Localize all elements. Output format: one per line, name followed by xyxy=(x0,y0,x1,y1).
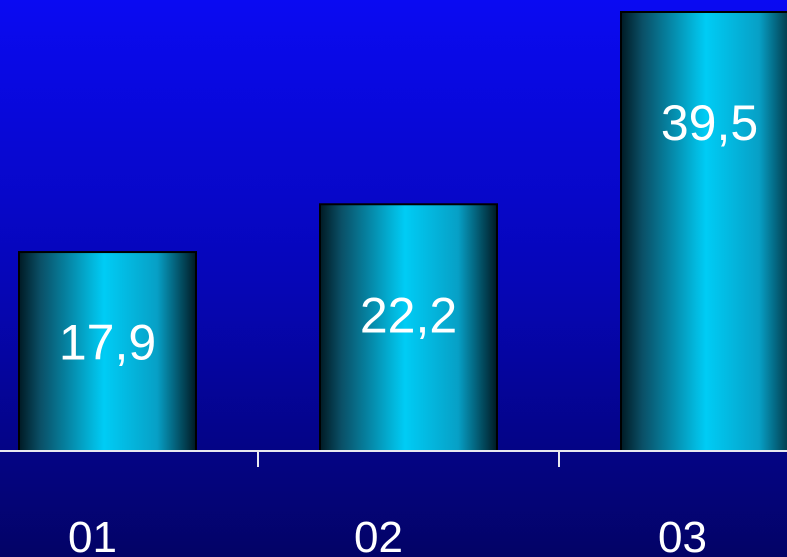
bar-value-label: 39,5 xyxy=(661,95,758,151)
x-axis xyxy=(0,450,787,467)
bar-value-label: 17,9 xyxy=(59,315,156,371)
bar-02 xyxy=(319,203,498,452)
x-tick-label: 02 xyxy=(354,513,403,557)
bar-01 xyxy=(18,251,197,452)
bar-03 xyxy=(620,11,787,452)
x-tick-label: 03 xyxy=(658,513,707,557)
bars-group: 17,9 22,2 39,5 xyxy=(18,11,787,452)
x-tick-label: 01 xyxy=(68,513,117,557)
x-tick-labels: 01 02 03 xyxy=(68,513,707,557)
bar-value-label: 22,2 xyxy=(360,287,457,343)
